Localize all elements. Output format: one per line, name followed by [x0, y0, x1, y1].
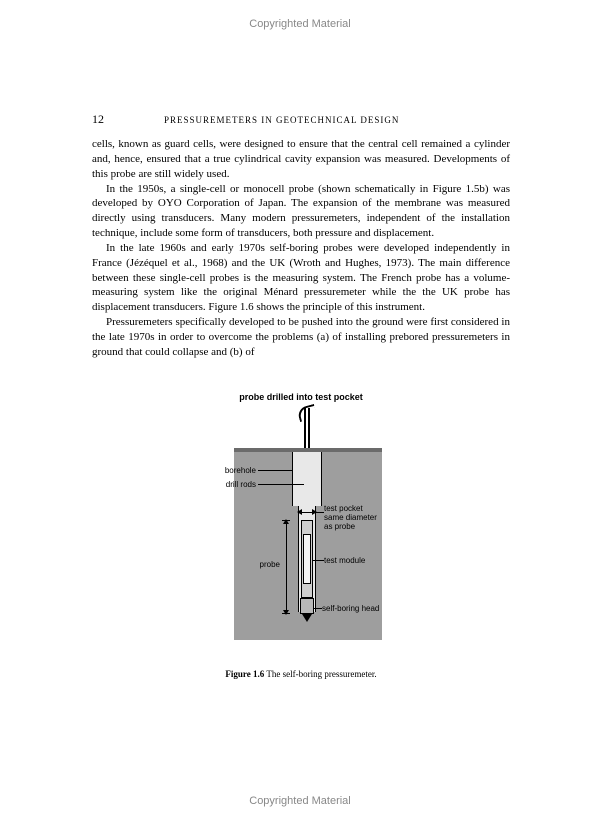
leader-line	[312, 560, 324, 561]
pocket-width-dim	[298, 512, 316, 513]
boring-bit-icon	[302, 614, 312, 622]
paragraph: In the late 1960s and early 1970s self-b…	[92, 241, 510, 315]
page-number: 12	[92, 112, 164, 127]
figure-title: probe drilled into test pocket	[92, 392, 510, 402]
figure-caption-label: Figure 1.6	[225, 669, 264, 679]
figure-caption: Figure 1.6 The self-boring pressuremeter…	[92, 669, 510, 679]
paragraph: cells, known as guard cells, were design…	[92, 137, 510, 182]
figure-block: probe drilled into test pocket borehole …	[92, 392, 510, 679]
dim-tick	[282, 613, 290, 614]
page-content: 12 PRESSUREMETERS IN GEOTECHNICAL DESIGN…	[92, 112, 510, 679]
borehole-column	[292, 452, 322, 506]
paragraph: Pressuremeters specifically developed to…	[92, 315, 510, 360]
self-boring-head	[300, 598, 314, 614]
running-head: PRESSUREMETERS IN GEOTECHNICAL DESIGN	[164, 115, 399, 125]
leader-line	[258, 484, 304, 485]
leader-line	[316, 512, 324, 513]
paragraph: In the 1950s, a single-cell or monocell …	[92, 182, 510, 241]
label-probe: probe	[236, 560, 280, 569]
figure-caption-text: The self-boring pressuremeter.	[266, 669, 376, 679]
test-module	[303, 534, 311, 584]
label-test-module: test module	[324, 556, 384, 565]
leader-line	[258, 470, 292, 471]
rod-curl-icon	[296, 404, 317, 422]
page-header: 12 PRESSUREMETERS IN GEOTECHNICAL DESIGN	[92, 112, 510, 127]
dim-tick	[282, 520, 290, 521]
watermark-bottom: Copyrighted Material	[0, 795, 600, 807]
label-drill-rods: drill rods	[212, 480, 256, 489]
label-test-pocket: test pocket same diameter as probe	[324, 504, 390, 532]
watermark-top: Copyrighted Material	[0, 18, 600, 30]
label-borehole: borehole	[212, 466, 256, 475]
body-text: cells, known as guard cells, were design…	[92, 137, 510, 360]
probe-extent-dim	[286, 520, 287, 614]
leader-line	[314, 608, 322, 609]
figure-diagram: borehole drill rods probe test pocket sa…	[216, 408, 386, 642]
label-boring-head: self-boring head	[322, 604, 392, 613]
